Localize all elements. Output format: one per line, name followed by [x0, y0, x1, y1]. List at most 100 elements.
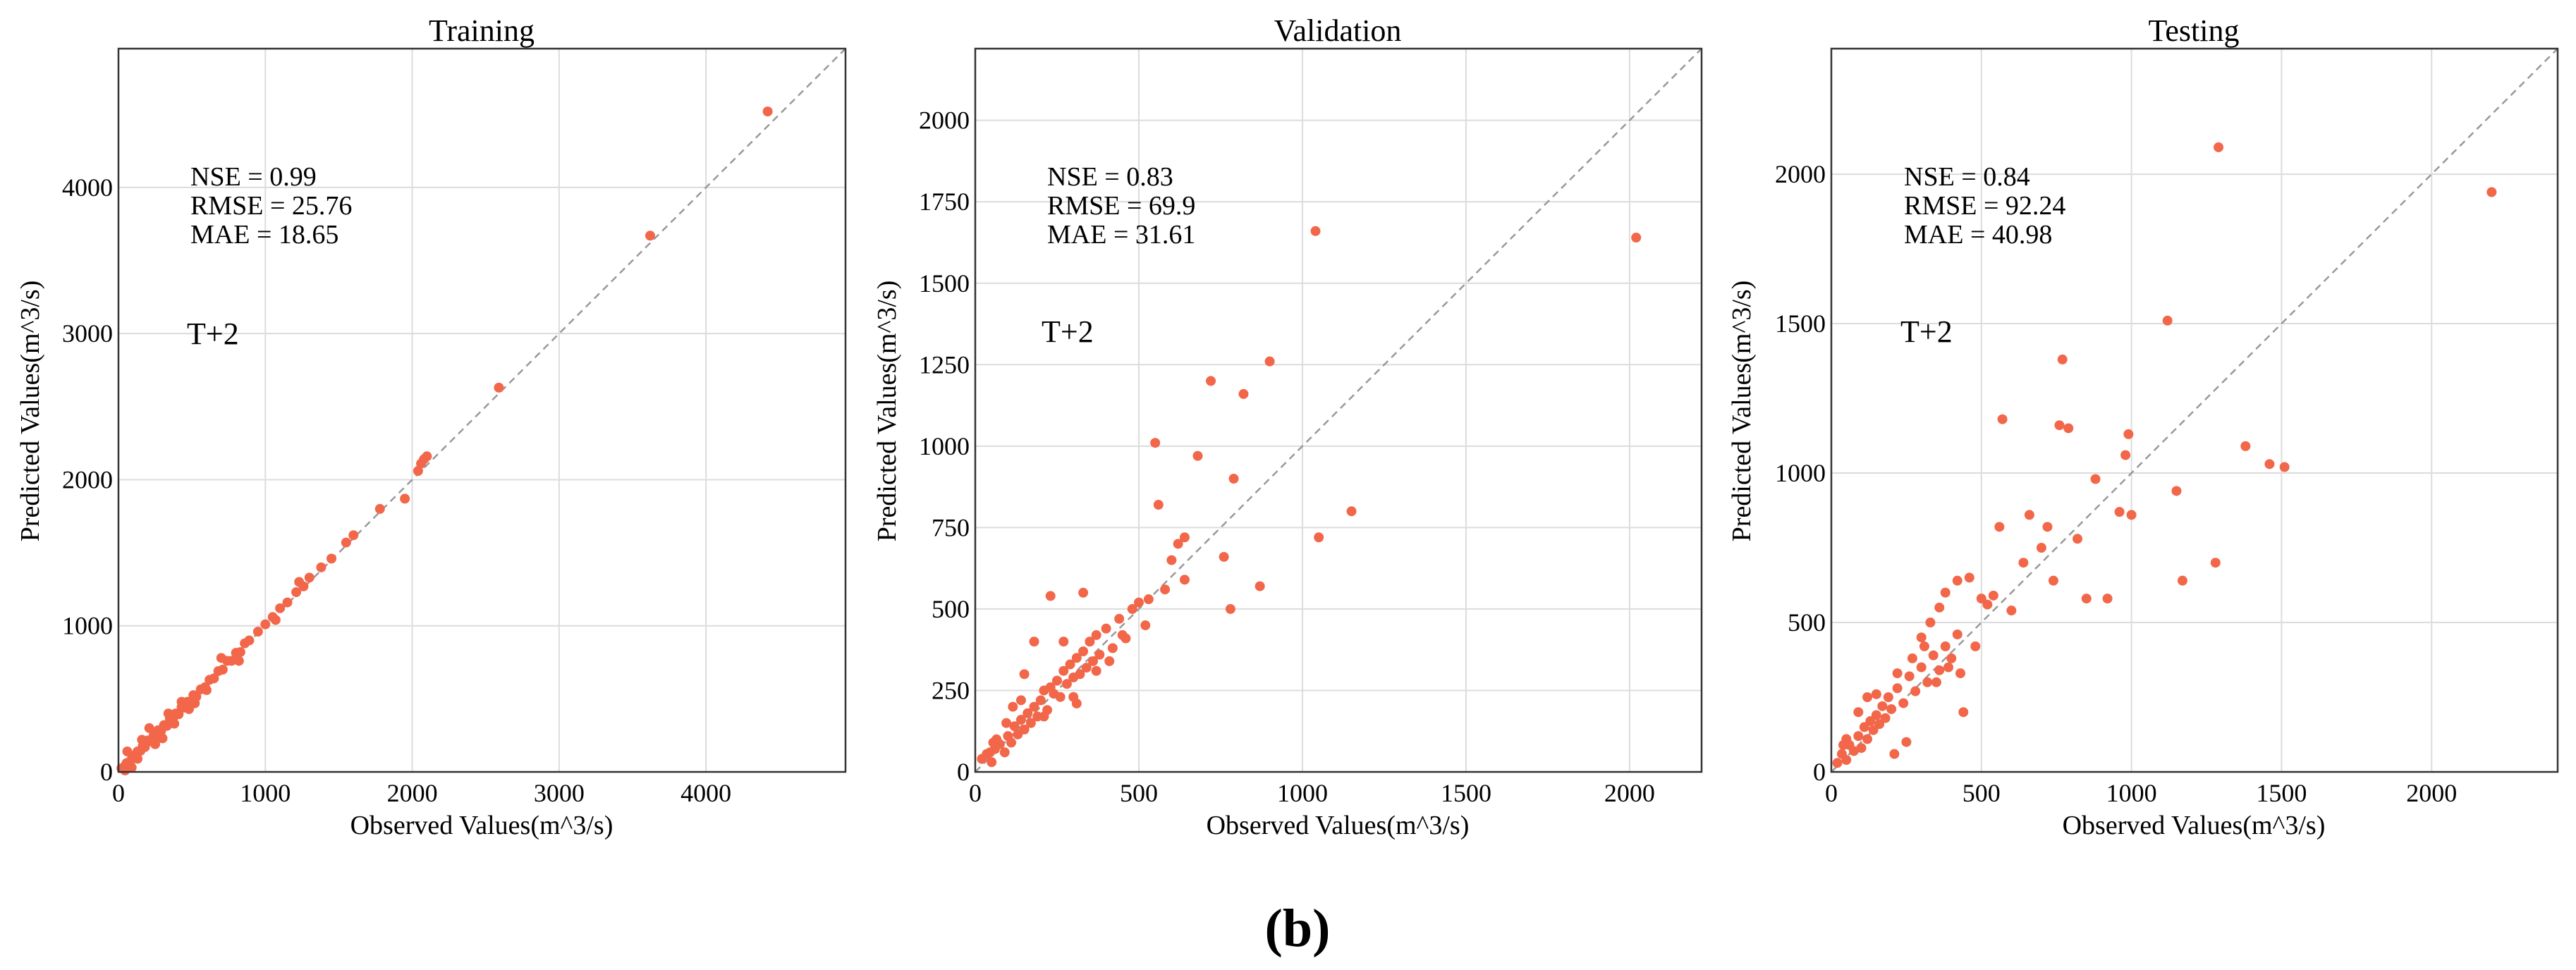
validation-x-tick-label: 1500 — [1441, 779, 1491, 807]
validation-data-point — [1143, 594, 1154, 605]
testing-data-point — [1853, 731, 1864, 742]
validation-data-point — [1006, 737, 1017, 748]
testing-data-point — [2006, 606, 2017, 616]
testing-data-point — [1994, 522, 2005, 532]
validation-y-tick-label: 2000 — [919, 106, 970, 135]
validation-data-point — [1075, 669, 1085, 680]
testing-data-point — [2090, 474, 2101, 484]
testing-data-point — [1931, 677, 1941, 687]
validation-data-point — [1058, 665, 1069, 676]
validation-data-point — [1045, 591, 1056, 601]
training-data-point — [275, 603, 286, 613]
validation-data-point — [1001, 718, 1012, 728]
validation-data-point — [1071, 653, 1082, 663]
training-data-point — [150, 739, 161, 749]
validation-y-axis-label: Predicted Values(m^3/s) — [872, 281, 902, 542]
validation-data-point — [1127, 603, 1137, 614]
testing-title: Testing — [2149, 13, 2240, 48]
validation-data-point — [1029, 637, 1039, 647]
validation-data-point — [1114, 613, 1125, 624]
validation-data-point — [1019, 669, 1030, 680]
testing-data-point — [1997, 414, 2008, 424]
validation-data-point — [1094, 649, 1105, 660]
validation-data-point — [1179, 532, 1190, 543]
training-data-point — [291, 587, 302, 598]
validation-y-tick-label: 0 — [957, 758, 970, 786]
validation-data-point — [1055, 692, 1066, 702]
testing-y-tick-label: 1000 — [1775, 459, 1826, 487]
training-data-point — [282, 597, 293, 608]
testing-data-point — [1841, 755, 1852, 766]
training-data-point — [645, 231, 655, 241]
testing-data-point — [1877, 701, 1888, 711]
training-x-tick-label: 0 — [112, 779, 125, 807]
validation-data-point — [1085, 637, 1095, 647]
validation-data-point — [1107, 643, 1118, 653]
validation-data-point — [1051, 675, 1062, 686]
training-data-point — [270, 615, 281, 625]
testing-x-tick-label: 1000 — [2106, 779, 2157, 807]
validation-data-point — [1104, 656, 1115, 666]
validation-data-point — [1346, 506, 1357, 517]
testing-data-point — [2063, 423, 2074, 434]
training-data-point — [163, 708, 173, 719]
testing-x-tick-label: 500 — [1962, 779, 2001, 807]
validation-y-tick-label: 250 — [932, 676, 970, 704]
testing-data-point — [2057, 354, 2068, 364]
testing-data-point — [2036, 543, 2046, 553]
validation-data-point — [1228, 474, 1239, 484]
testing-data-point — [2073, 534, 2083, 544]
validation-data-point — [1091, 665, 1101, 676]
validation-x-tick-label: 1000 — [1277, 779, 1328, 807]
testing-data-point — [2018, 558, 2029, 568]
testing-data-point — [2042, 522, 2053, 532]
testing-rmse-stat: RMSE = 92.24 — [1904, 191, 2065, 221]
training-data-point — [157, 733, 168, 744]
validation-data-point — [988, 737, 999, 748]
testing-data-point — [1916, 632, 1927, 643]
training-x-axis-label: Observed Values(m^3/s) — [350, 811, 614, 840]
training-data-point — [374, 503, 385, 514]
validation-data-point — [1166, 555, 1177, 565]
training-plot-area: 0 1000 2000 3000 4000 0 1000 2000 3000 4000 — [62, 47, 847, 807]
training-data-point — [133, 754, 143, 764]
testing-data-point — [2264, 459, 2275, 469]
testing-plot-frame — [1830, 47, 2559, 773]
testing-x-tick-label: 1500 — [2256, 779, 2307, 807]
validation-data-point — [1061, 679, 1072, 689]
testing-data-point — [1940, 641, 1951, 651]
testing-data-point — [1868, 725, 1879, 735]
training-data-point — [252, 627, 263, 637]
validation-data-point — [1081, 663, 1092, 673]
testing-data-point — [1892, 668, 1903, 679]
training-y-tick-label: 4000 — [62, 173, 113, 202]
testing-data-point — [2114, 507, 2125, 517]
validation-data-point — [1206, 376, 1216, 386]
validation-mae-stat: MAE = 31.61 — [1047, 220, 1195, 250]
validation-data-point — [1058, 637, 1069, 647]
validation-panel: 0 500 1000 1500 2000 0 250 500 750 1000 1250 1500 17… — [872, 13, 1703, 840]
testing-data-point — [1889, 749, 1900, 759]
testing-data-point — [2240, 441, 2251, 451]
testing-data-point — [1892, 683, 1903, 694]
testing-data-point — [2171, 486, 2182, 496]
testing-data-point — [2024, 510, 2034, 520]
validation-data-point — [1071, 698, 1082, 708]
testing-data-point — [1901, 737, 1912, 747]
validation-x-tick-label: 2000 — [1604, 779, 1655, 807]
validation-data-point — [1238, 388, 1249, 399]
testing-data-point — [2210, 558, 2221, 568]
testing-data-point — [1880, 713, 1891, 723]
testing-y-axis-label: Predicted Values(m^3/s) — [1727, 281, 1757, 542]
validation-y-tick-label: 1250 — [919, 350, 970, 379]
validation-data-point — [1008, 701, 1018, 712]
validation-nse-stat: NSE = 0.83 — [1047, 162, 1173, 192]
training-data-point — [400, 493, 410, 504]
testing-data-point — [1919, 641, 1929, 651]
training-data-point — [217, 664, 228, 675]
validation-data-point — [1065, 659, 1075, 670]
training-nse-stat: NSE = 0.99 — [190, 162, 317, 192]
testing-data-point — [1946, 653, 1957, 663]
testing-data-point — [1910, 686, 1921, 696]
